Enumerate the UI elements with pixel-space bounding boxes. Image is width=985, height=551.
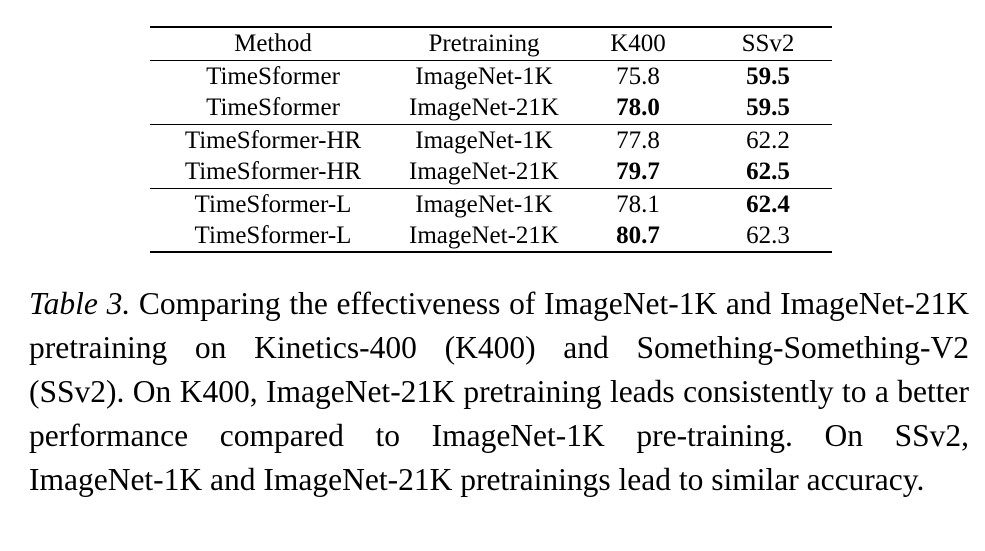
header-pretraining: Pretraining [396,26,572,61]
cell-k400: 75.8 [616,62,660,90]
header-k400: K400 [572,26,704,61]
cell-method: TimeSformer-HR [184,158,362,186]
table-row: TimeSformer-L ImageNet-21K 80.7 62.3 [150,220,832,253]
results-table-container: Method Pretraining K400 SSv2 TimeSformer… [150,26,832,253]
table-row: TimeSformer-L ImageNet-1K 78.1 62.4 [150,187,832,220]
cell-pretraining: ImageNet-1K [396,123,572,156]
cell-pretraining: ImageNet-21K [409,158,559,186]
table-row: TimeSformer-HR ImageNet-1K 77.8 62.2 [150,123,832,156]
cell-ssv2: 62.3 [704,220,832,253]
table-row: TimeSformer ImageNet-21K 78.0 59.5 [150,92,832,124]
cell-pretraining: ImageNet-21K [409,94,559,122]
table-row: TimeSformer ImageNet-1K 75.8 59.5 [150,60,832,92]
cell-pretraining: ImageNet-21K [396,220,572,253]
table-row: TimeSformer-HR ImageNet-21K 79.7 62.5 [150,156,832,188]
cell-pretraining: ImageNet-1K [415,62,553,90]
cell-ssv2: 59.5 [746,94,790,122]
results-table: Method Pretraining K400 SSv2 TimeSformer… [150,26,832,253]
cell-method: TimeSformer [206,62,340,90]
caption-text: Comparing the effectiveness of ImageNet-… [29,286,969,497]
caption-label: Table 3. [29,286,131,321]
cell-ssv2: 62.2 [704,123,832,156]
cell-method: TimeSformer [206,94,340,122]
cell-ssv2: 62.4 [704,187,832,220]
cell-pretraining: ImageNet-1K [396,187,572,220]
cell-k400: 80.7 [572,220,704,253]
cell-ssv2: 59.5 [746,62,790,90]
header-method: Method [150,26,396,61]
cell-method: TimeSformer-L [150,187,396,220]
cell-method: TimeSformer-HR [150,123,396,156]
cell-k400: 79.7 [616,158,660,186]
cell-k400: 78.0 [616,94,660,122]
cell-method: TimeSformer-L [150,220,396,253]
cell-ssv2: 62.5 [746,158,790,186]
table-caption: Table 3. Comparing the effectiveness of … [29,282,969,502]
table-header-row: Method Pretraining K400 SSv2 [150,26,832,61]
cell-k400: 77.8 [572,123,704,156]
cell-k400: 78.1 [572,187,704,220]
header-ssv2: SSv2 [704,26,832,61]
